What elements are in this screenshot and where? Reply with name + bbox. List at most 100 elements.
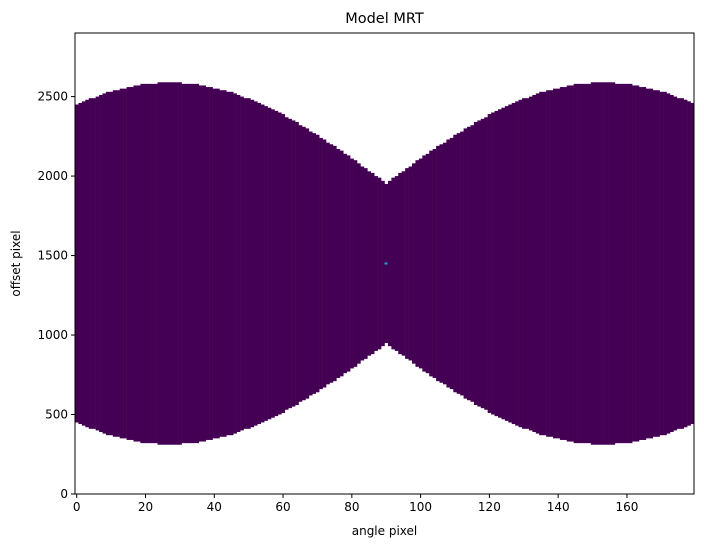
band-column (329, 144, 334, 383)
y-tick-label: 500 (45, 408, 68, 422)
band-column (632, 85, 636, 442)
band-column (532, 95, 537, 433)
band-column (583, 83, 588, 444)
band-column (429, 150, 433, 377)
y-axis: 0 500 1000 1500 2000 2500 (37, 90, 75, 501)
band-column (119, 88, 124, 439)
band-column (136, 85, 141, 442)
band-column (130, 87, 134, 440)
band-column (549, 90, 554, 437)
band-column (219, 90, 224, 437)
band-column (181, 83, 186, 444)
band-column (425, 153, 430, 374)
band-column (167, 82, 172, 445)
band-column (315, 134, 320, 393)
band-column (260, 104, 265, 423)
band-column (618, 83, 623, 444)
band-column (209, 87, 213, 440)
band-column (123, 88, 127, 439)
band-column (105, 91, 110, 436)
band-column (573, 83, 578, 444)
band-column (274, 110, 279, 417)
band-column (587, 83, 592, 444)
x-tick-label: 20 (138, 500, 153, 514)
band-column (676, 98, 681, 429)
band-column (363, 168, 368, 359)
band-column (577, 83, 581, 444)
band-column (81, 101, 86, 426)
x-axis-label: angle pixel (352, 524, 418, 538)
band-column (570, 85, 574, 442)
x-tick-label: 0 (73, 500, 81, 514)
band-column (683, 99, 688, 428)
band-column (243, 98, 248, 429)
band-column (157, 82, 162, 445)
band-column (374, 176, 378, 351)
y-tick-label: 2500 (37, 90, 68, 104)
band-column (491, 112, 495, 415)
band-column (467, 126, 471, 401)
band-column (133, 85, 138, 442)
band-column (112, 90, 117, 437)
x-tick-label: 120 (478, 500, 501, 514)
band-column (659, 91, 664, 436)
band-column (75, 104, 79, 423)
band-column (150, 83, 155, 444)
chart-title: Model MRT (345, 11, 424, 27)
band-column (522, 98, 526, 429)
band-column (608, 82, 612, 445)
band-column (480, 118, 485, 409)
band-column (501, 107, 506, 420)
y-axis-label: offset pixel (9, 230, 23, 296)
band-column (301, 126, 306, 401)
band-column (418, 158, 423, 369)
band-column (497, 109, 502, 418)
band-column (559, 87, 564, 440)
band-column (226, 91, 231, 436)
band-column (645, 88, 650, 439)
band-column (463, 128, 468, 399)
band-column (442, 142, 447, 385)
band-column (398, 172, 402, 355)
band-column (656, 90, 660, 437)
band-column (436, 145, 440, 382)
band-column (291, 120, 296, 407)
band-column (412, 163, 416, 364)
band-column (528, 96, 533, 431)
band-column (326, 142, 330, 385)
band-column (625, 83, 629, 444)
band-column (504, 106, 509, 421)
band-column (88, 98, 93, 429)
x-tick-label: 160 (615, 500, 638, 514)
band-column (638, 87, 643, 440)
x-tick-label: 80 (344, 500, 359, 514)
band-column (336, 149, 341, 378)
band-column (525, 98, 530, 429)
band-column (594, 82, 599, 445)
band-column (198, 85, 203, 442)
band-column (597, 82, 602, 445)
band-column (673, 96, 678, 431)
band-column (539, 91, 543, 436)
band-column (332, 145, 337, 382)
band-column (281, 114, 286, 413)
band-column (518, 99, 523, 428)
band-column (604, 82, 609, 445)
band-column (556, 88, 561, 439)
band-column (508, 104, 513, 423)
band-column (246, 98, 251, 429)
band-column (322, 139, 327, 388)
band-column (439, 144, 444, 383)
band-column (635, 85, 640, 442)
plot-area (74, 32, 695, 495)
band-column (553, 88, 557, 439)
band-column (250, 99, 255, 428)
band-column (456, 133, 461, 394)
y-tick-label: 0 (60, 487, 68, 501)
band-column (628, 83, 633, 444)
band-column (687, 101, 691, 426)
band-column (680, 98, 684, 429)
band-column (484, 117, 488, 410)
band-column (240, 96, 244, 431)
y-tick-label: 1000 (37, 328, 68, 342)
